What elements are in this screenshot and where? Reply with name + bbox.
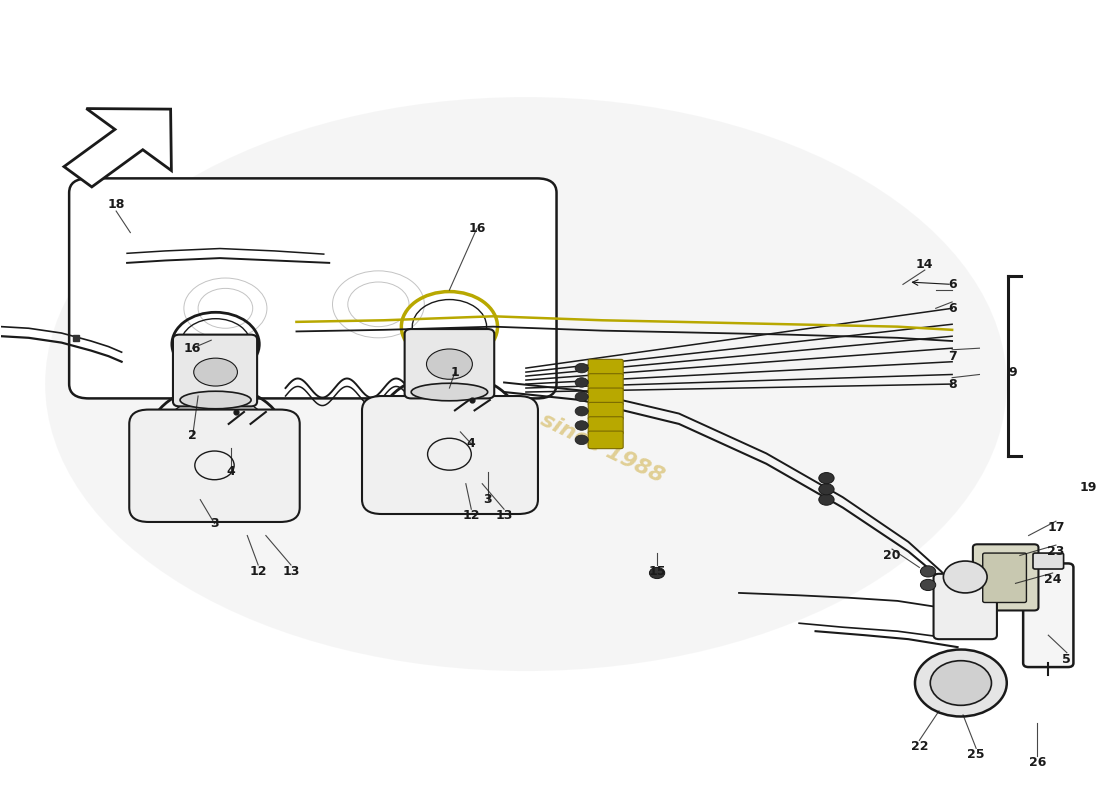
Text: 12: 12	[250, 565, 267, 578]
Circle shape	[575, 421, 589, 430]
Text: 6: 6	[948, 278, 956, 291]
Text: 5: 5	[1063, 653, 1071, 666]
Circle shape	[818, 473, 834, 484]
FancyBboxPatch shape	[588, 388, 624, 406]
Text: 8: 8	[948, 378, 956, 390]
FancyBboxPatch shape	[588, 431, 624, 449]
Circle shape	[575, 363, 589, 373]
Circle shape	[575, 435, 589, 445]
Text: 23: 23	[1047, 545, 1065, 558]
FancyBboxPatch shape	[129, 410, 299, 522]
Text: 2: 2	[188, 430, 197, 442]
Circle shape	[575, 378, 589, 387]
Text: 14: 14	[916, 258, 934, 271]
Text: 13: 13	[283, 565, 299, 578]
Circle shape	[575, 392, 589, 402]
Text: 24: 24	[1044, 573, 1061, 586]
Text: 4: 4	[227, 466, 235, 478]
Text: 16: 16	[469, 222, 485, 235]
Circle shape	[944, 561, 987, 593]
Ellipse shape	[411, 383, 487, 401]
FancyBboxPatch shape	[173, 334, 257, 406]
Text: 13: 13	[495, 509, 513, 522]
Text: 16: 16	[184, 342, 201, 354]
Text: 22: 22	[911, 740, 928, 754]
FancyBboxPatch shape	[405, 329, 494, 398]
Circle shape	[575, 406, 589, 416]
Ellipse shape	[45, 97, 1006, 671]
Text: a Allpar.com/maserati/parts: a Allpar.com/maserati/parts	[318, 283, 515, 390]
Text: 6: 6	[948, 302, 956, 315]
FancyBboxPatch shape	[588, 417, 624, 434]
Text: 17: 17	[1047, 521, 1065, 534]
FancyBboxPatch shape	[362, 396, 538, 514]
Text: 7: 7	[948, 350, 957, 362]
Circle shape	[818, 494, 834, 506]
Text: 19: 19	[1080, 481, 1098, 494]
Ellipse shape	[194, 358, 238, 386]
FancyBboxPatch shape	[588, 374, 624, 391]
FancyBboxPatch shape	[1033, 553, 1064, 569]
Text: 4: 4	[466, 438, 475, 450]
Circle shape	[915, 650, 1006, 717]
Circle shape	[649, 567, 664, 578]
Text: 9: 9	[1008, 366, 1016, 378]
Text: 15: 15	[648, 565, 666, 578]
Circle shape	[931, 661, 991, 706]
Text: 3: 3	[483, 493, 492, 506]
Circle shape	[921, 566, 936, 577]
FancyBboxPatch shape	[588, 359, 624, 377]
Text: 18: 18	[108, 198, 124, 211]
Polygon shape	[64, 109, 172, 187]
Text: since 1988: since 1988	[538, 410, 668, 486]
FancyBboxPatch shape	[1023, 563, 1074, 667]
Text: 3: 3	[210, 517, 219, 530]
Text: 1: 1	[451, 366, 460, 378]
Ellipse shape	[427, 349, 472, 379]
FancyBboxPatch shape	[934, 574, 997, 639]
Circle shape	[818, 484, 834, 495]
Circle shape	[921, 579, 936, 590]
FancyBboxPatch shape	[982, 553, 1026, 602]
FancyBboxPatch shape	[588, 402, 624, 420]
Text: 20: 20	[883, 549, 901, 562]
Text: 25: 25	[967, 748, 984, 762]
Ellipse shape	[180, 391, 251, 409]
FancyBboxPatch shape	[972, 544, 1038, 610]
Text: 26: 26	[1028, 756, 1046, 770]
FancyBboxPatch shape	[69, 178, 557, 398]
Text: 12: 12	[462, 509, 480, 522]
